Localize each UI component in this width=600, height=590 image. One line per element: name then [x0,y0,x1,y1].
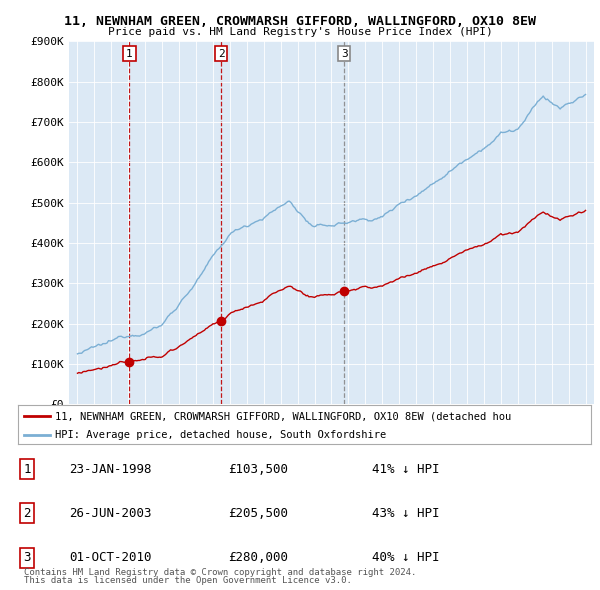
Text: 26-JUN-2003: 26-JUN-2003 [69,507,151,520]
Text: £205,500: £205,500 [228,507,288,520]
Text: 2: 2 [23,507,31,520]
Text: 11, NEWNHAM GREEN, CROWMARSH GIFFORD, WALLINGFORD, OX10 8EW: 11, NEWNHAM GREEN, CROWMARSH GIFFORD, WA… [64,15,536,28]
Text: HPI: Average price, detached house, South Oxfordshire: HPI: Average price, detached house, Sout… [55,430,386,440]
Text: 40% ↓ HPI: 40% ↓ HPI [372,551,439,564]
Text: 23-JAN-1998: 23-JAN-1998 [69,463,151,476]
Text: 1: 1 [126,48,133,58]
Text: This data is licensed under the Open Government Licence v3.0.: This data is licensed under the Open Gov… [24,576,352,585]
Text: 43% ↓ HPI: 43% ↓ HPI [372,507,439,520]
Text: 2: 2 [218,48,224,58]
Text: 1: 1 [23,463,31,476]
Text: Price paid vs. HM Land Registry's House Price Index (HPI): Price paid vs. HM Land Registry's House … [107,27,493,37]
Text: Contains HM Land Registry data © Crown copyright and database right 2024.: Contains HM Land Registry data © Crown c… [24,568,416,577]
Text: 3: 3 [23,551,31,564]
Text: £280,000: £280,000 [228,551,288,564]
Text: 11, NEWNHAM GREEN, CROWMARSH GIFFORD, WALLINGFORD, OX10 8EW (detached hou: 11, NEWNHAM GREEN, CROWMARSH GIFFORD, WA… [55,411,511,421]
Text: £103,500: £103,500 [228,463,288,476]
Text: 41% ↓ HPI: 41% ↓ HPI [372,463,439,476]
Text: 3: 3 [341,48,347,58]
Text: 01-OCT-2010: 01-OCT-2010 [69,551,151,564]
